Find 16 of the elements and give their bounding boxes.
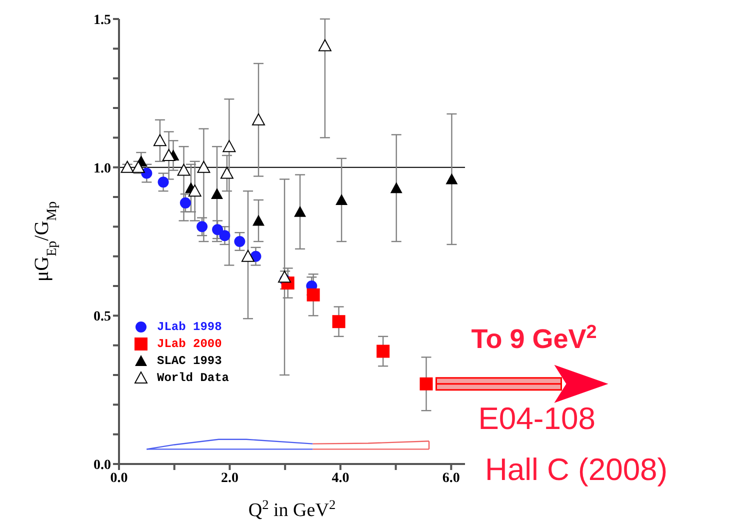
y-tick-label: 0.0 bbox=[94, 458, 111, 473]
legend-label: JLab 2000 bbox=[157, 336, 222, 350]
annotation: To 9 GeV$^{2}$ bbox=[471, 321, 597, 354]
legend-label: World Data bbox=[157, 370, 230, 384]
y-tick-label: 0.5 bbox=[94, 310, 111, 325]
x-axis-title: Q$^{2}$ in GeV$^{2}$ bbox=[248, 496, 336, 521]
legend-label: SLAC 1993 bbox=[157, 354, 222, 368]
annotation: E04-108 bbox=[478, 400, 596, 436]
x-tick-label: 2.0 bbox=[220, 470, 238, 486]
y-tick-label: 1.5 bbox=[94, 12, 111, 28]
y-tick-label: 1.0 bbox=[94, 161, 111, 176]
x-tick-label: 0.0 bbox=[110, 470, 128, 486]
x-tick-label: 4.0 bbox=[332, 470, 350, 486]
x-tick-label: 6.0 bbox=[442, 470, 460, 486]
text: Hall C (2008) bbox=[485, 452, 668, 488]
legend-label: JLab 1998 bbox=[157, 320, 222, 334]
